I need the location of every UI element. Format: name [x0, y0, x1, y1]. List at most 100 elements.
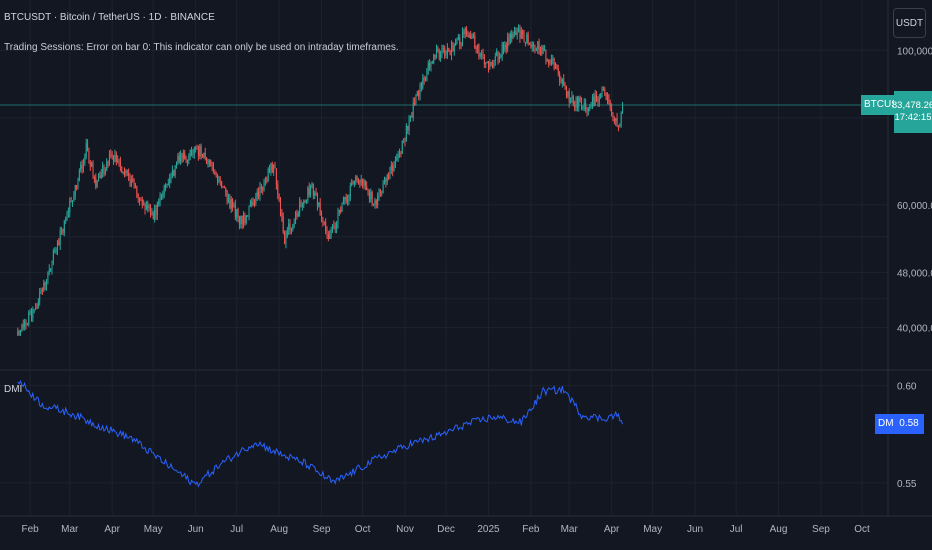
candle-body [65, 218, 67, 221]
candle-body [420, 84, 422, 88]
candle-body [128, 172, 130, 176]
candle-body [357, 179, 359, 183]
time-axis-label: Jul [230, 524, 243, 535]
candle-body [593, 96, 595, 106]
candle-body [407, 125, 409, 131]
candle-body [278, 194, 280, 201]
candle-body [202, 156, 204, 158]
candle-body [423, 78, 425, 80]
candle-body [563, 79, 565, 86]
candle-body [587, 108, 589, 112]
currency-button[interactable]: USDT [893, 8, 926, 38]
candle-body [531, 44, 533, 47]
candle-body [378, 189, 380, 196]
candle-body [353, 180, 355, 185]
candle-body [144, 203, 146, 211]
candle-body [251, 201, 253, 206]
candle-body [191, 149, 193, 156]
candle-body [466, 28, 468, 33]
time-axis-label: Sep [812, 524, 830, 535]
candle-body [159, 195, 161, 202]
candle-body [364, 180, 366, 186]
candle-body [533, 44, 535, 47]
candle-body [556, 64, 558, 69]
candle-body [36, 308, 38, 310]
candle-body [403, 140, 405, 142]
candle-body [537, 41, 539, 49]
candle-body [28, 312, 30, 325]
candle-body [503, 44, 505, 51]
candle-body [217, 174, 219, 182]
candle-body [293, 223, 295, 226]
candle-body [574, 105, 576, 108]
candle-body [478, 44, 480, 57]
candle-body [538, 41, 540, 51]
candle-body [405, 125, 407, 141]
candle-body [338, 209, 340, 212]
candle-body [381, 192, 383, 194]
candle-body [300, 202, 302, 207]
candle-body [40, 290, 42, 292]
candle-body [481, 53, 483, 55]
candle-body [307, 187, 309, 201]
candle-body [281, 212, 283, 217]
candle-body [82, 163, 84, 169]
candle-body [315, 192, 317, 195]
candle-body [575, 97, 577, 108]
candle-body [41, 290, 43, 292]
candle-body [330, 229, 332, 235]
candle-body [274, 165, 276, 169]
symbol-title: BTCUSDT · Bitcoin / TetherUS · 1D · BINA… [4, 12, 215, 23]
candle-body [118, 160, 120, 162]
candle-body [56, 242, 58, 251]
candle-body [262, 188, 264, 190]
candle-body [176, 163, 178, 166]
candle-body [534, 46, 536, 51]
candle-body [26, 324, 28, 326]
candle-body [129, 175, 131, 186]
candle-body [74, 185, 76, 196]
candle-body [375, 200, 377, 206]
candle-body [311, 183, 313, 185]
candle-body [448, 48, 450, 51]
candle-body [232, 199, 234, 208]
time-axis-label: Jun [188, 524, 204, 535]
candle-body [464, 28, 466, 34]
candle-body [414, 102, 416, 106]
candle-body [186, 159, 188, 161]
candle-body [457, 37, 459, 40]
candle-body [170, 176, 172, 178]
candle-body [509, 34, 511, 42]
candle-body [479, 54, 481, 57]
candle-body [103, 165, 105, 175]
candle-body [474, 35, 476, 48]
candle-body [206, 157, 208, 164]
candle-body [69, 201, 71, 213]
candle-body [227, 198, 229, 203]
candle-body [73, 195, 75, 201]
candle-body [385, 179, 387, 182]
candle-body [133, 181, 135, 185]
candle-body [498, 57, 500, 60]
candle-body [409, 115, 411, 117]
candle-body [373, 203, 375, 205]
dmi-pane-label[interactable]: DMI [4, 384, 23, 395]
candle-body [253, 202, 255, 204]
candle-body [284, 232, 286, 244]
candle-body [269, 169, 271, 171]
candle-body [455, 40, 457, 46]
candle-body [512, 32, 514, 39]
candle-body [582, 106, 584, 109]
candle-body [576, 97, 578, 108]
candle-body [210, 160, 212, 163]
candle-body [475, 47, 477, 49]
candle-body [422, 78, 424, 88]
time-axis-label: Feb [522, 524, 540, 535]
candle-body [234, 204, 236, 218]
candle-body [427, 63, 429, 70]
candle-body [490, 62, 492, 64]
candle-body [347, 199, 349, 202]
candle-body [99, 175, 101, 179]
